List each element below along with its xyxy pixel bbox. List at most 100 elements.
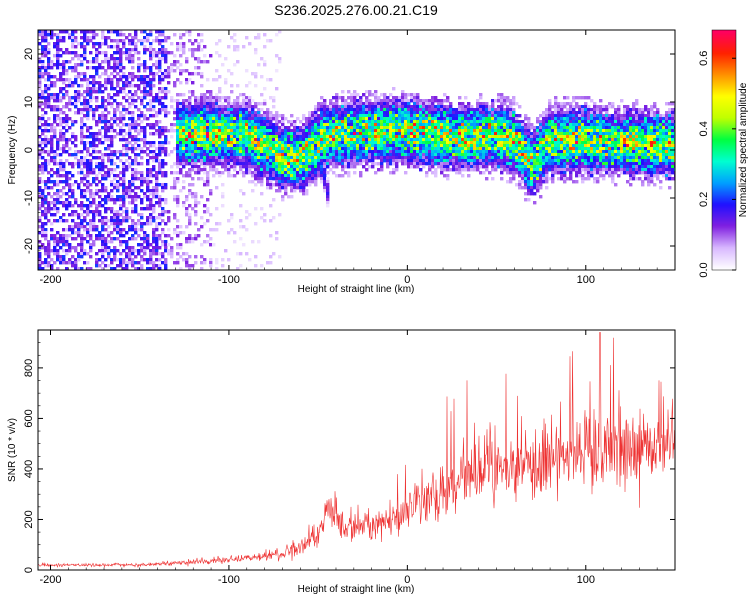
spectrogram-cell: [146, 48, 150, 52]
spectrogram-cell: [584, 162, 588, 166]
spectrogram-cell: [158, 30, 162, 34]
spectrogram-cell: [410, 135, 414, 139]
spectrogram-cell: [47, 96, 51, 100]
spectrogram-cell: [368, 111, 372, 115]
spectrogram-cell: [164, 69, 168, 73]
spectrogram-cell: [95, 156, 99, 160]
spectrogram-cell: [110, 105, 114, 109]
spectrogram-cell: [158, 33, 162, 37]
spectrogram-cell: [287, 144, 291, 148]
spectrogram-cell: [239, 162, 243, 166]
spectrogram-cell: [95, 81, 99, 85]
spectrogram-cell: [590, 156, 594, 160]
spectrogram-cell: [311, 135, 315, 139]
spectrogram-cell: [548, 156, 552, 160]
spectrogram-cell: [662, 165, 666, 169]
spectrogram-cell: [227, 45, 231, 49]
spectrogram-cell: [110, 81, 114, 85]
spectrogram-cell: [602, 156, 606, 160]
spectrogram-cell: [308, 165, 312, 169]
spectrogram-cell: [446, 165, 450, 169]
spectrogram-cell: [155, 66, 159, 70]
spectrogram-cell: [74, 66, 78, 70]
spectrogram-cell: [302, 144, 306, 148]
spectrogram-cell: [179, 150, 183, 154]
spectrogram-cell: [638, 144, 642, 148]
spectrogram-cell: [110, 150, 114, 154]
spectrogram-cell: [512, 123, 516, 127]
spectrogram-cell: [44, 96, 48, 100]
spectrogram-cell: [59, 30, 63, 34]
spectrogram-cell: [206, 129, 210, 133]
spectrogram-cell: [242, 135, 246, 139]
spectrogram-cell: [203, 147, 207, 151]
spectrogram-cell: [638, 111, 642, 115]
spectrogram-cell: [83, 90, 87, 94]
spectrogram-cell: [131, 66, 135, 70]
spectrogram-cell: [167, 141, 171, 145]
spectrogram-cell: [122, 39, 126, 43]
spectrogram-cell: [476, 108, 480, 112]
spectrogram-cell: [443, 156, 447, 160]
spectrogram-cell: [602, 159, 606, 163]
spectrogram-cell: [257, 147, 261, 151]
spectrogram-cell: [287, 147, 291, 151]
spectrogram-cell: [554, 102, 558, 106]
spectrogram-cell: [533, 147, 537, 151]
spectrogram-cell: [503, 159, 507, 163]
spectrogram-cell: [110, 102, 114, 106]
spectrogram-cell: [197, 66, 201, 70]
spectrogram-cell: [428, 117, 432, 121]
spectrogram-cell: [644, 135, 648, 139]
spectrogram-cell: [611, 162, 615, 166]
spectrogram-cell: [653, 129, 657, 133]
spectrogram-cell: [419, 132, 423, 136]
spectrogram-cell: [44, 87, 48, 91]
spectrogram-cell: [620, 138, 624, 142]
spectrogram-cell: [527, 156, 531, 160]
spectrogram-cell: [47, 93, 51, 97]
spectrogram-cell: [191, 114, 195, 118]
spectrogram-cell: [560, 138, 564, 142]
spectrogram-cell: [479, 150, 483, 154]
spectrogram-cell: [542, 150, 546, 154]
spectrogram-cell: [431, 153, 435, 157]
spectrogram-cell: [623, 126, 627, 130]
spectrogram-cell: [245, 132, 249, 136]
spectrogram-cell: [665, 162, 669, 166]
spectrogram-cell: [209, 141, 213, 145]
spectrogram-cell: [218, 96, 222, 100]
spectrogram-cell: [530, 138, 534, 142]
spectrogram-cell: [221, 102, 225, 106]
spectrogram-cell: [62, 66, 66, 70]
spectrogram-cell: [398, 111, 402, 115]
spectrogram-cell: [359, 156, 363, 160]
spectrogram-cell: [569, 102, 573, 106]
spectrogram-cell: [410, 129, 414, 133]
spectrogram-cell: [230, 111, 234, 115]
spectrogram-cell: [506, 144, 510, 148]
spectrogram-cell: [431, 123, 435, 127]
spectrogram-cell: [95, 33, 99, 37]
spectrogram-cell: [269, 156, 273, 160]
spectrogram-cell: [539, 147, 543, 151]
spectrogram-cell: [119, 33, 123, 37]
spectrogram-cell: [212, 138, 216, 142]
spectrogram-cell: [368, 93, 372, 97]
spectrogram-cell: [377, 123, 381, 127]
spectrogram-cell: [464, 156, 468, 160]
spectrogram-cell: [386, 96, 390, 100]
spectrogram-cell: [248, 138, 252, 142]
spectrogram-cell: [173, 60, 177, 64]
spectrogram-cell: [203, 108, 207, 112]
spectrogram-cell: [383, 144, 387, 148]
spectrogram-cell: [479, 105, 483, 109]
spectrogram-cell: [179, 162, 183, 166]
spectrogram-cell: [209, 126, 213, 130]
spectrogram-cell: [590, 138, 594, 142]
spectrogram-cell: [65, 72, 69, 76]
spectrogram-cell: [395, 129, 399, 133]
spectrogram-cell: [617, 132, 621, 136]
spectrogram-cell: [155, 63, 159, 67]
spectrogram-cell: [206, 159, 210, 163]
